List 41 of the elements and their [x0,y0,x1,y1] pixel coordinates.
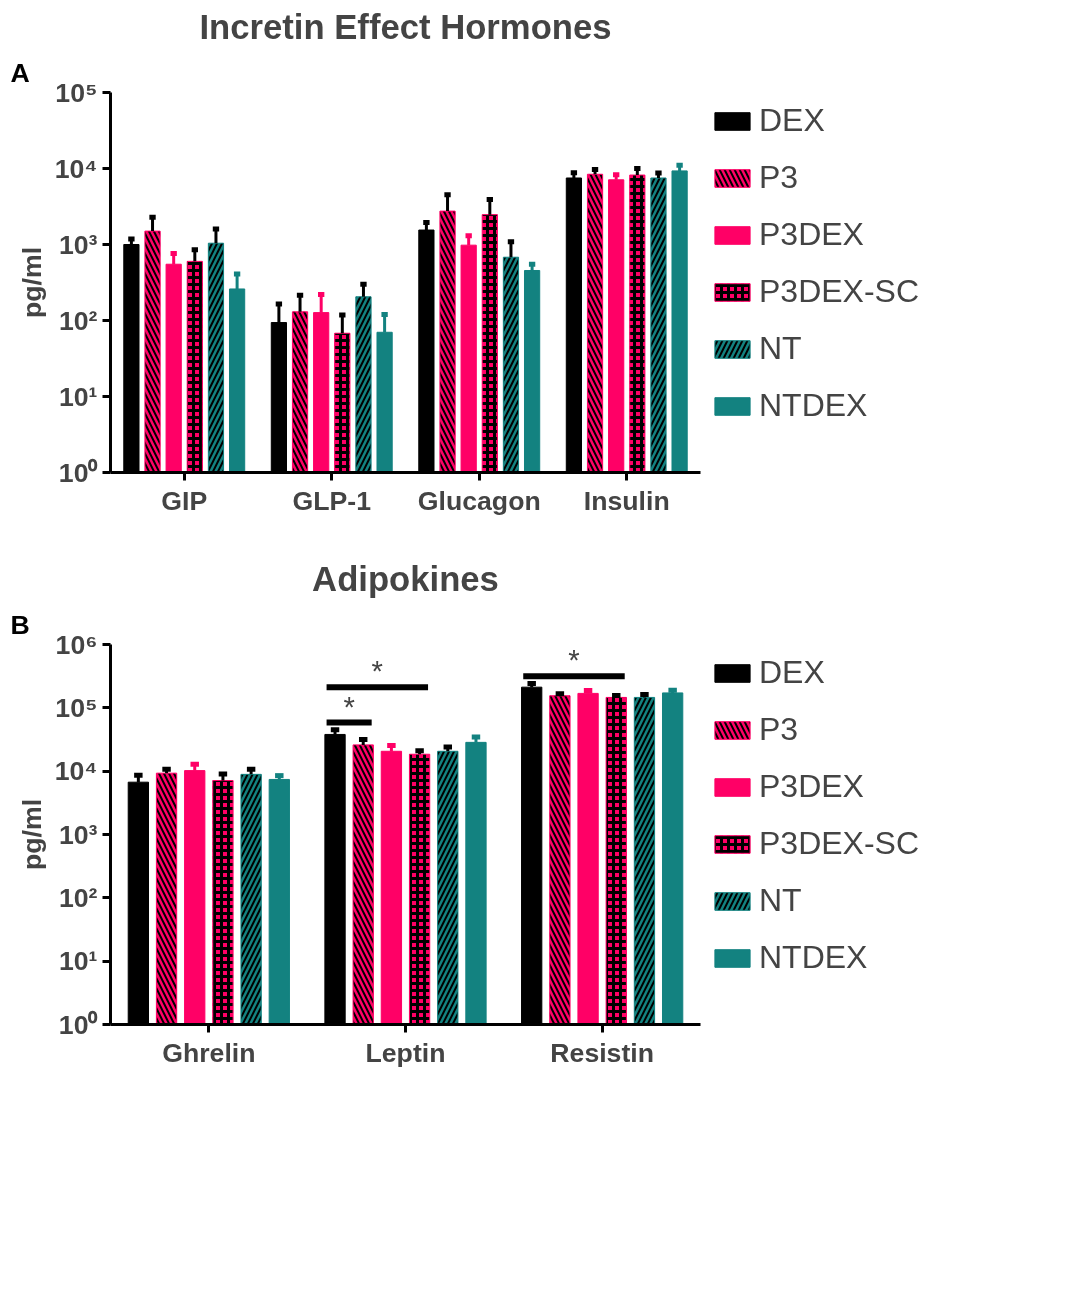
x-tick-label: Resistin [550,1037,655,1068]
y-tick-label: 10⁰ [58,1009,99,1040]
chart-title: Incretin Effect Hormones [199,7,612,46]
text: B [10,609,30,640]
y-tick-label: 10⁶ [55,629,98,660]
legend-label: NT [759,882,802,919]
y-tick-label: 10⁴ [54,153,98,184]
legend-label: P3DEX [759,216,864,253]
legend-label: NT [759,330,802,367]
x-tick-label: GLP-1 [292,485,372,516]
legend-label: P3 [759,711,799,748]
x-tick-label: GIP [161,485,208,516]
legend-label: NTDEX [759,939,868,976]
y-tick-label: 10³ [58,229,98,260]
legend-label: DEX [759,102,825,139]
y-tick-label: 10⁵ [55,692,98,723]
y-tick-label: 10² [58,305,98,336]
y-tick-label: 10³ [58,819,98,850]
legend-label: DEX [759,654,825,691]
chart-title: Adipokines [312,559,499,598]
y-tick-label: 10² [58,882,98,913]
annotation: * [568,643,580,677]
annotation: * [343,689,355,723]
y-axis-title: pg/ml [16,798,47,871]
y-tick-label: 10¹ [58,946,98,977]
y-tick-label: 10¹ [58,381,98,412]
y-axis-title: pg/ml [16,246,47,319]
text: A [10,57,30,88]
annotation: * [371,654,384,688]
x-tick-label: Leptin [365,1037,446,1068]
legend-label: P3DEX [759,768,864,805]
x-tick-label: Glucagon [417,485,541,516]
x-tick-label: Ghrelin [162,1037,256,1068]
x-tick-label: Insulin [583,485,670,516]
legend-label: NTDEX [759,387,868,424]
y-tick-label: 10⁵ [55,77,98,108]
y-tick-label: 10⁴ [54,756,98,787]
y-tick-label: 10⁰ [58,457,99,488]
legend-label: P3DEX-SC [759,825,920,862]
legend-label: P3DEX-SC [759,273,920,310]
legend-label: P3 [759,159,799,196]
